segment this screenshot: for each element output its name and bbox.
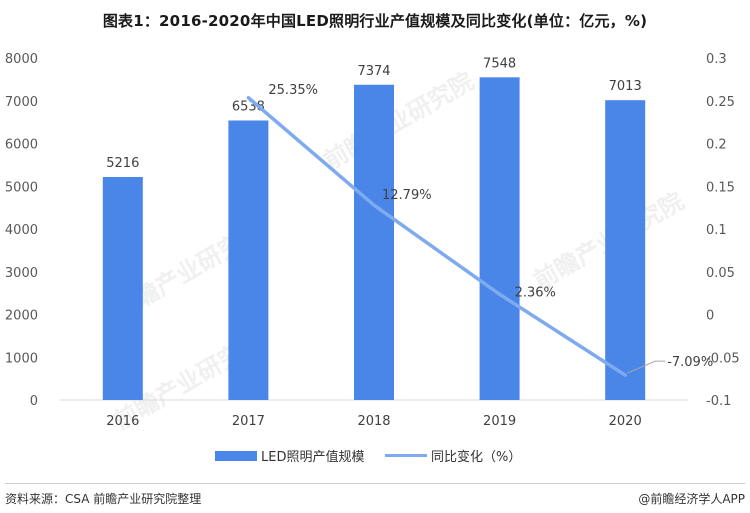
line-value-label: 12.79%	[382, 188, 432, 203]
y-left-tick-label: 8000	[5, 52, 38, 67]
y-right-tick-label: 0.05	[706, 266, 735, 281]
bar	[479, 77, 520, 400]
legend-item-line: 同比变化（%）	[385, 446, 521, 465]
y-right-tick-label: 0.15	[706, 180, 735, 195]
combo-chart: 前瞻产业研究院前瞻产业研究院前瞻产业研究院前瞻产业研究院010002000300…	[5, 52, 740, 435]
y-right-tick-label: 0.25	[706, 95, 735, 110]
bar-value-label: 7374	[357, 64, 390, 79]
y-right-tick-label: 0.2	[706, 138, 727, 153]
footer: 资料来源：CSA 前瞻产业研究院整理 @前瞻经济学人APP	[5, 483, 745, 506]
y-left-tick-label: 1000	[5, 351, 38, 366]
line-value-label: 2.36%	[515, 285, 556, 300]
x-tick-label: 2019	[483, 414, 516, 429]
y-right-tick-label: 0.1	[706, 223, 727, 238]
x-tick-label: 2020	[609, 414, 642, 429]
legend-bar-label: LED照明产值规模	[261, 450, 365, 465]
x-tick-label: 2016	[106, 414, 139, 429]
y-left-tick-label: 3000	[5, 266, 38, 281]
x-tick-label: 2017	[232, 414, 265, 429]
bar-value-label: 5216	[106, 156, 139, 171]
y-right-tick-label: 0	[706, 309, 714, 324]
source-text: 资料来源：CSA 前瞻产业研究院整理	[5, 492, 202, 506]
legend-bar-swatch	[215, 450, 257, 461]
y-right-tick-label: -0.1	[706, 394, 731, 409]
legend-item-bar: LED照明产值规模	[215, 446, 364, 465]
y-left-tick-label: 6000	[5, 138, 38, 153]
chart-title: 图表1：2016-2020年中国LED照明行业产值规模及同比变化(单位：亿元，%…	[102, 12, 648, 30]
y-left-tick-label: 0	[30, 394, 38, 409]
bar-value-label: 7548	[483, 56, 516, 71]
x-tick-label: 2018	[357, 414, 390, 429]
legend-line-label: 同比变化（%）	[431, 450, 522, 465]
bar-value-label: 7013	[609, 79, 642, 94]
growth-line	[246, 96, 627, 377]
label-leader-line	[627, 360, 666, 374]
legend-line-swatch	[385, 454, 427, 457]
line-value-label: 25.35%	[268, 83, 318, 98]
bar	[605, 100, 646, 401]
watermark-text: 前瞻产业研究院	[319, 67, 478, 175]
credit-text: @前瞻经济学人APP	[638, 492, 745, 506]
bar	[354, 84, 394, 400]
legend: LED照明产值规模 同比变化（%）	[0, 446, 750, 466]
y-left-tick-label: 5000	[5, 180, 38, 195]
y-left-tick-label: 7000	[5, 95, 38, 110]
y-left-tick-label: 4000	[5, 223, 38, 238]
y-left-tick-label: 2000	[5, 309, 38, 324]
y-right-tick-label: 0.3	[706, 52, 727, 67]
bar	[228, 120, 269, 401]
bar	[102, 177, 143, 400]
line-value-label: -7.09%	[667, 355, 713, 370]
y-right-tick-label: -0.05	[706, 351, 740, 366]
